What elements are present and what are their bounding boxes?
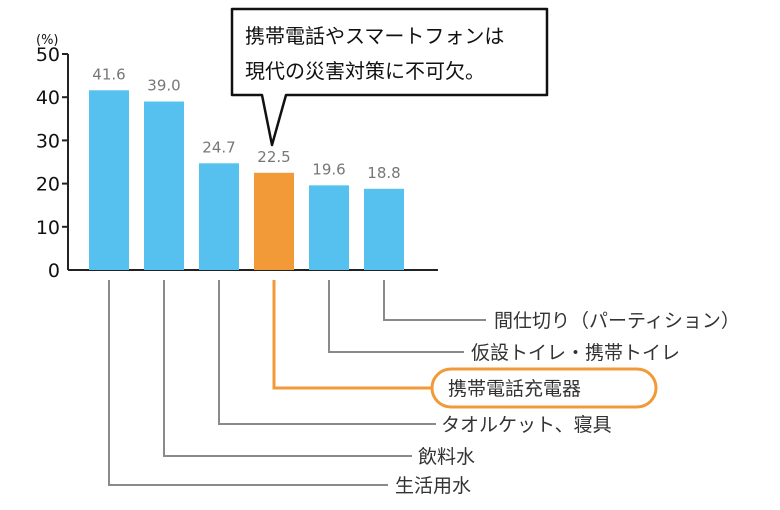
leader-line — [328, 280, 464, 353]
bar — [364, 188, 404, 270]
highlight-label-frame — [430, 367, 658, 409]
category-label: 飲料水 — [418, 446, 475, 468]
leader-line — [108, 280, 388, 486]
bar-value-label: 18.8 — [367, 164, 400, 182]
category-label: 間仕切り（パーティション） — [494, 310, 740, 332]
y-tick-label: 10 — [36, 217, 60, 239]
leader-line — [163, 280, 412, 457]
callout-line-2: 現代の災害対策に不可欠。 — [245, 59, 485, 83]
bar — [254, 172, 294, 270]
leader-line — [272, 280, 432, 390]
y-tick-label: 20 — [36, 174, 60, 196]
leader-line — [218, 280, 436, 425]
y-tick-label: 30 — [36, 130, 60, 152]
category-label: 生活用水 — [395, 475, 471, 497]
callout: 携帯電話やスマートフォンは 現代の災害対策に不可欠。 — [230, 7, 549, 147]
y-axis-unit: (%) — [36, 33, 59, 48]
bar-value-label: 22.5 — [257, 148, 290, 166]
category-label: タオルケット、寝具 — [441, 414, 612, 436]
callout-line-1: 携帯電話やスマートフォンは — [245, 24, 504, 48]
callout-bubble — [230, 7, 549, 147]
category-labels-group: 生活用水 飲料水 タオルケット、寝具 携帯電話充電器 仮設トイレ・携帯トイレ 間仕切り（パ… — [395, 310, 740, 497]
bar-value-label: 39.0 — [147, 77, 180, 95]
category-label: 携帯電話充電器 — [448, 378, 581, 400]
bar — [144, 101, 184, 271]
y-tick-label: 50 — [36, 44, 60, 66]
y-tick-label: 40 — [36, 87, 60, 109]
bar-value-label: 41.6 — [92, 65, 125, 83]
bar — [309, 185, 349, 270]
leader-line — [383, 280, 486, 321]
bars-group — [89, 90, 404, 271]
data-labels-group: 41.6 39.0 24.7 22.5 19.6 18.8 — [92, 65, 400, 181]
category-label: 仮設トイレ・携帯トイレ — [471, 342, 680, 364]
leader-lines-group — [108, 280, 486, 486]
bar-value-label: 19.6 — [312, 160, 345, 178]
y-tick-label: 0 — [48, 260, 60, 282]
y-axis-ticks: 0 10 20 30 40 50 — [36, 44, 68, 282]
bar — [199, 163, 239, 270]
bar-value-label: 24.7 — [202, 138, 235, 156]
bar — [89, 90, 129, 271]
